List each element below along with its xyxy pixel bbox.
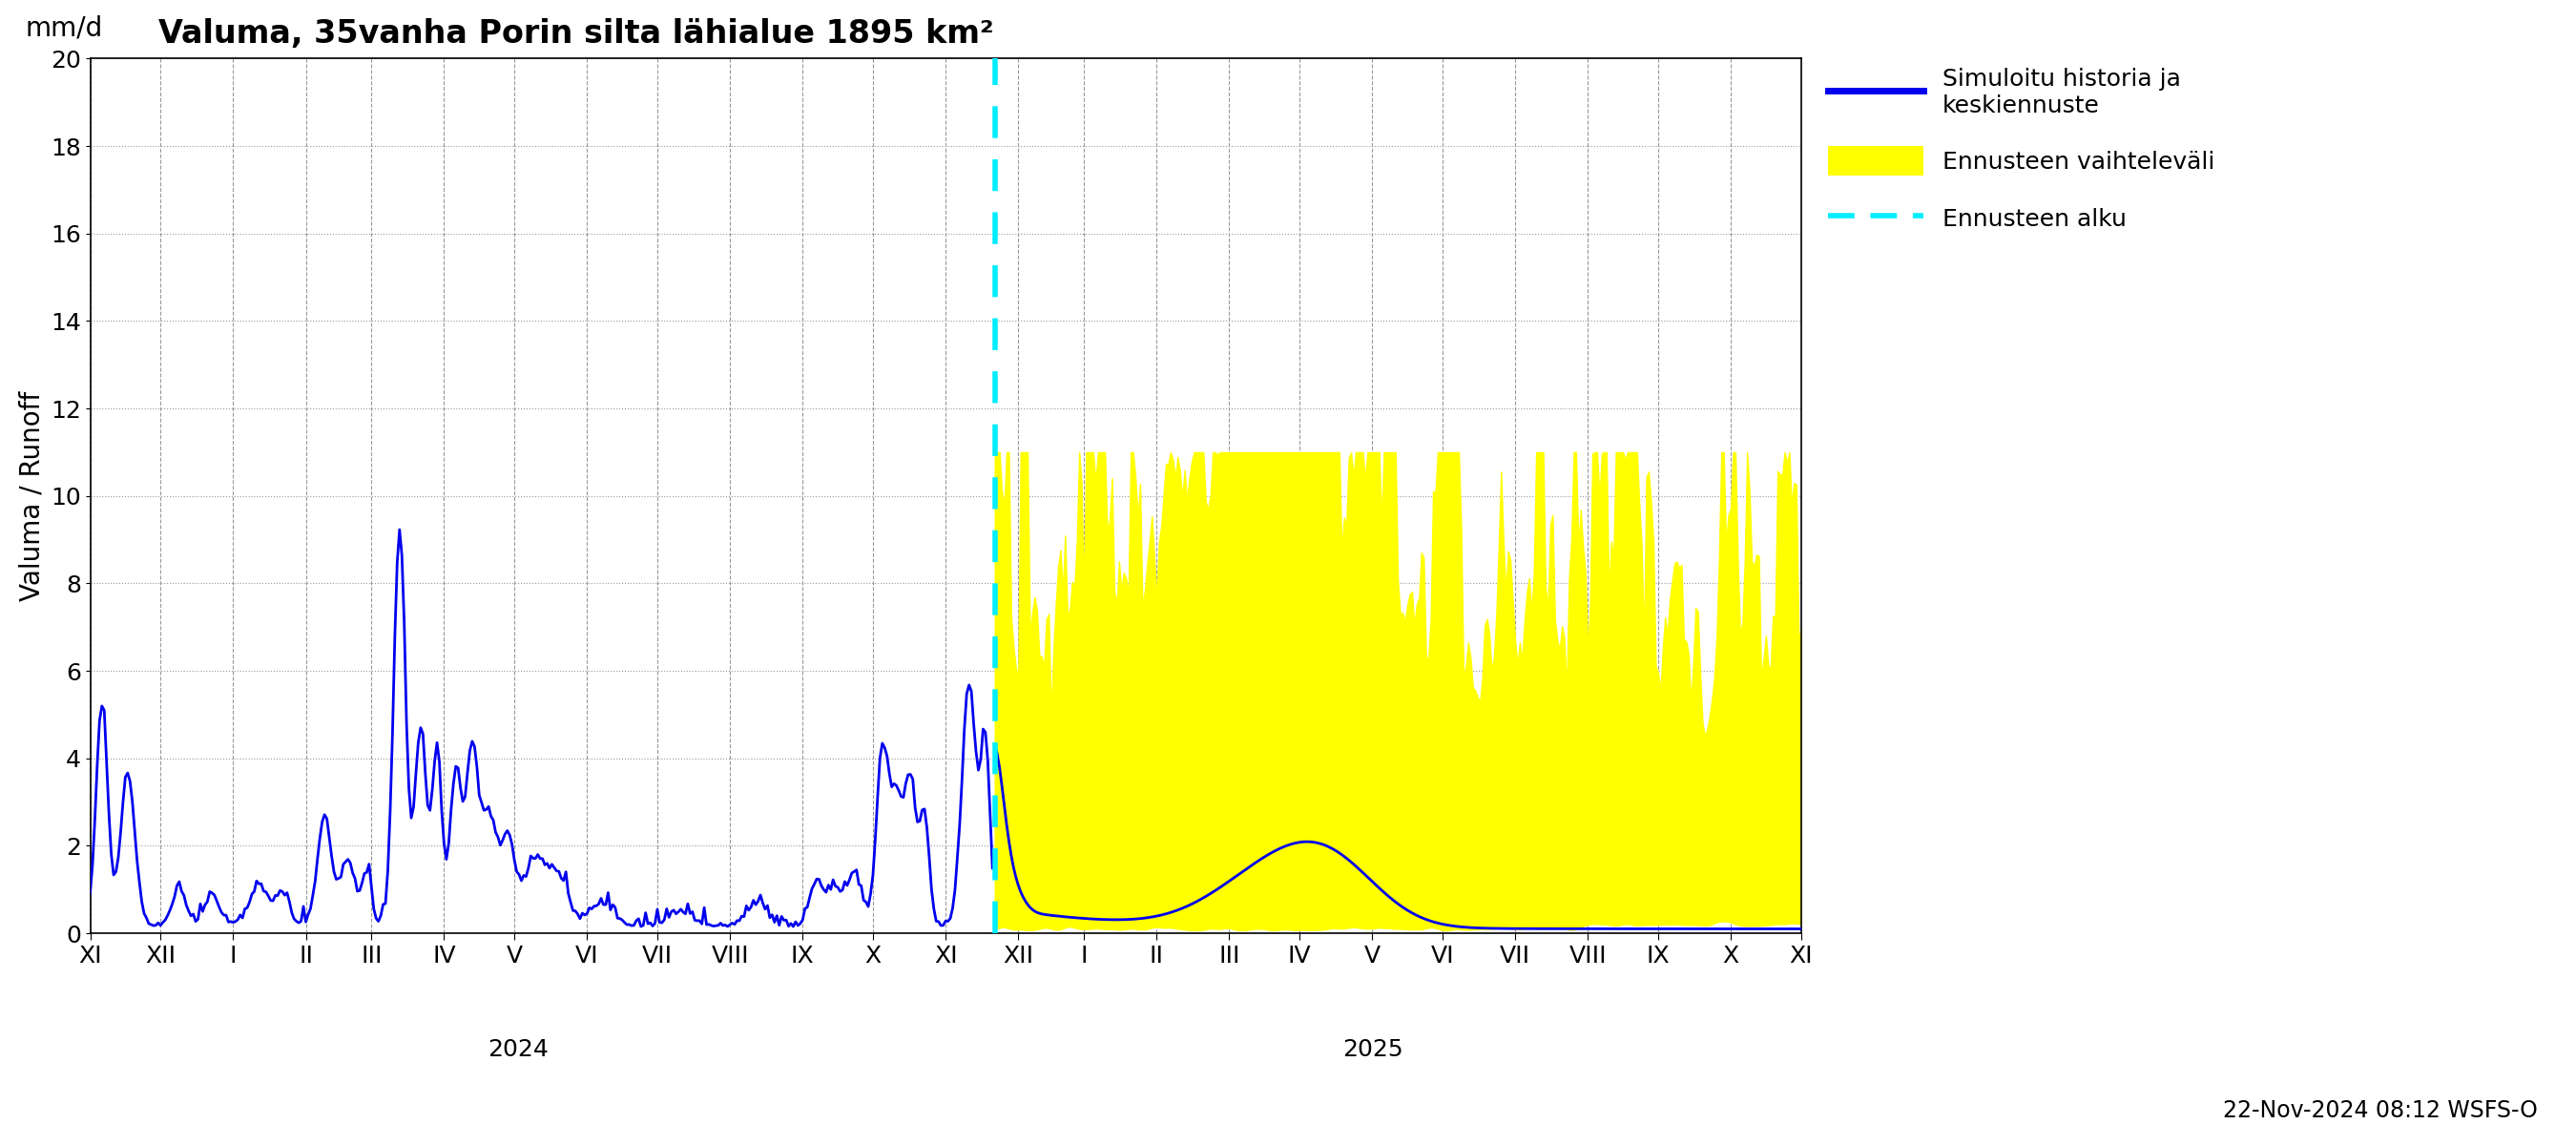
Text: Valuma, 35vanha Porin silta lähialue 1895 km²: Valuma, 35vanha Porin silta lähialue 189… [160, 18, 994, 49]
Legend: Simuloitu historia ja
keskiennuste, Ennusteen vaihteleväli, Ennusteen alku: Simuloitu historia ja keskiennuste, Ennu… [1819, 58, 2223, 243]
Text: 2024: 2024 [487, 1039, 549, 1061]
Text: mm/d: mm/d [26, 15, 103, 41]
Text: 22-Nov-2024 08:12 WSFS-O: 22-Nov-2024 08:12 WSFS-O [2223, 1099, 2537, 1122]
Text: 2025: 2025 [1342, 1039, 1404, 1061]
Y-axis label: Valuma / Runoff: Valuma / Runoff [18, 390, 46, 601]
